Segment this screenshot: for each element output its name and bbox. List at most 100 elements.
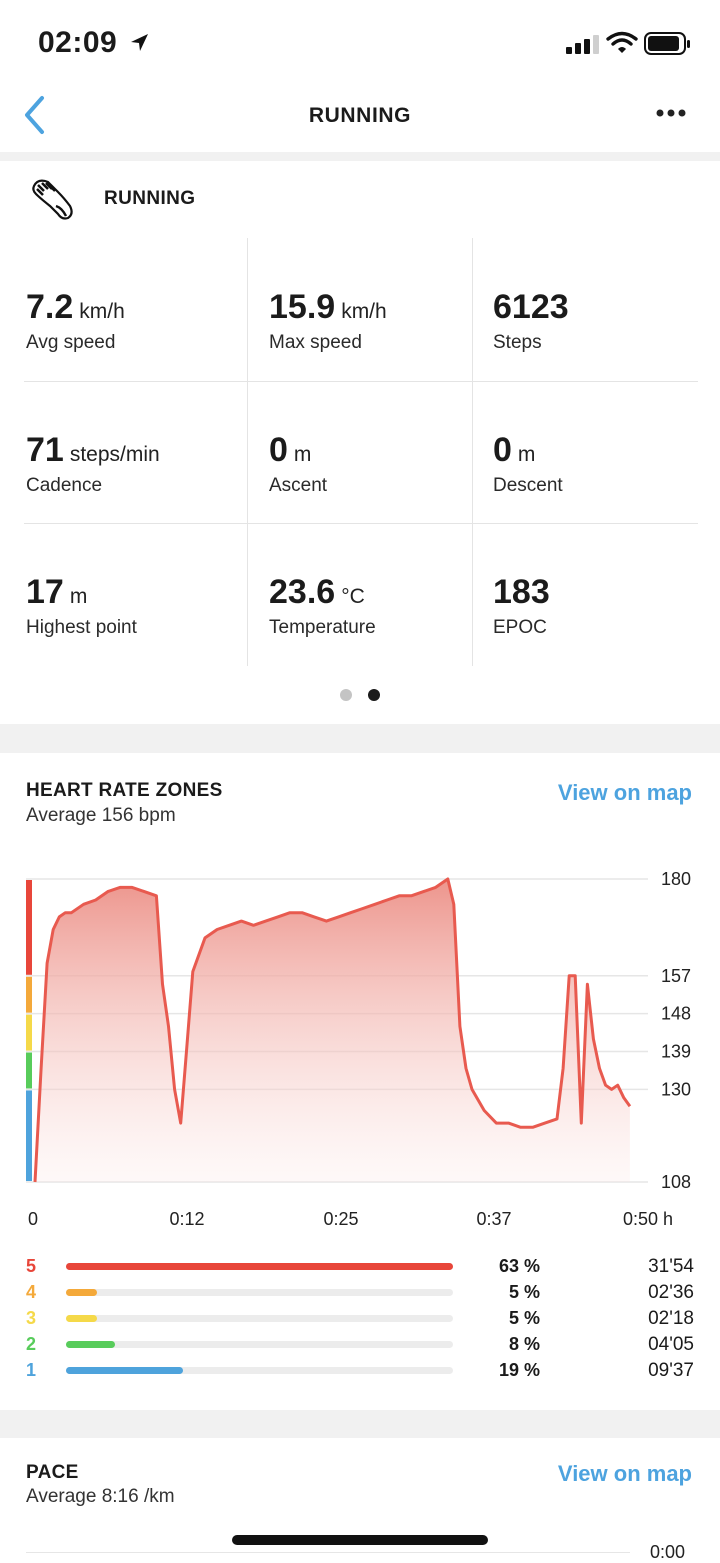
zone-duration: 09'37 <box>648 1360 694 1381</box>
zone-bar-fill <box>66 1367 183 1374</box>
stat-label: Temperature <box>269 617 376 638</box>
zone-percent: 63 % <box>498 1256 540 1276</box>
stat-value-temperature: 23.6 °C <box>269 573 365 612</box>
stat-label: Max speed <box>269 332 362 353</box>
zone-bar-fill <box>66 1263 453 1270</box>
stat-value-steps: 6123 <box>493 288 569 327</box>
stat-number: 0 <box>269 431 288 469</box>
pace-title: PACE <box>26 1462 79 1483</box>
zone-number: 3 <box>26 1308 37 1328</box>
zone-duration: 02'36 <box>648 1282 694 1303</box>
stat-value-epoc: 183 <box>493 573 550 612</box>
wifi-icon <box>606 31 638 53</box>
stat-unit: m <box>69 585 88 608</box>
signal-icon <box>566 35 599 54</box>
zone-percent: 5 % <box>508 1308 540 1328</box>
y-tick-label: 148 <box>661 1004 691 1024</box>
stat-number: 15.9 <box>269 288 336 326</box>
stat-number: 23.6 <box>269 573 336 611</box>
stat-label: Highest point <box>26 617 137 638</box>
battery-icon <box>644 32 690 55</box>
heart-rate-view-on-map-link[interactable]: View on map <box>557 780 692 805</box>
section-divider <box>0 1410 720 1438</box>
status-time: 02:09 <box>38 26 150 60</box>
zone-duration: 04'05 <box>648 1334 694 1355</box>
stat-unit: steps/min <box>69 443 160 466</box>
zone-bar-fill <box>66 1315 97 1322</box>
page-title: RUNNING <box>308 104 412 127</box>
grid-divider <box>24 523 698 524</box>
heart-rate-line <box>33 877 632 1183</box>
section-divider <box>0 152 720 161</box>
zone-duration: 31'54 <box>648 1256 694 1277</box>
y-tick-label: 157 <box>661 966 691 986</box>
zone-percent: 5 % <box>508 1282 540 1302</box>
stat-unit: m <box>517 443 536 466</box>
zone-bar-track <box>66 1341 453 1348</box>
zone-bar-track <box>66 1289 453 1296</box>
running-shoe-icon <box>32 179 73 220</box>
pace-view-on-map-link[interactable]: View on map <box>557 1461 692 1486</box>
heart-rate-chart: 180 157 148 139 130 108 0 0:12 0:25 0:37 0:50 h <box>26 869 691 1229</box>
stat-number: 6123 <box>493 288 569 326</box>
page-indicator-dot[interactable] <box>340 689 352 701</box>
x-tick-label: 0 <box>28 1209 38 1229</box>
more-options-button[interactable] <box>650 98 694 128</box>
zone-number: 2 <box>26 1334 37 1354</box>
stat-label: Steps <box>493 332 542 353</box>
y-tick-label: 130 <box>661 1079 691 1099</box>
heart-rate-average: Average 156 bpm <box>26 805 176 826</box>
heart-rate-area <box>35 879 630 1182</box>
x-tick-label: 0:37 <box>476 1209 511 1229</box>
zone-bar-track <box>66 1367 453 1374</box>
stat-value-max-speed: 15.9 km/h <box>269 288 387 327</box>
stat-value-highest-point: 17 m <box>26 573 87 612</box>
chevron-left-icon <box>25 96 44 134</box>
stat-label: EPOC <box>493 617 547 638</box>
pace-y-axis-label: 0:00 <box>650 1542 686 1562</box>
stat-number: 7.2 <box>26 288 74 326</box>
grid-divider <box>247 238 248 666</box>
stat-label: Cadence <box>26 475 103 496</box>
stat-value-cadence: 71 steps/min <box>26 431 160 470</box>
stat-number: 183 <box>493 573 550 611</box>
zone-bar-track <box>66 1263 453 1270</box>
stat-value-avg-speed: 7.2 km/h <box>26 288 125 327</box>
zone-color-band <box>26 880 32 975</box>
zone-bar-fill <box>66 1341 116 1348</box>
zone-color-band <box>26 1014 32 1051</box>
zone-number: 4 <box>26 1282 37 1302</box>
stat-unit: km/h <box>341 300 387 323</box>
pace-average: Average 8:16 /km <box>26 1486 175 1507</box>
zone-number: 1 <box>26 1360 37 1380</box>
page-indicator-dot-active[interactable] <box>368 689 380 701</box>
back-button[interactable] <box>18 92 58 138</box>
x-tick-label: 0:12 <box>169 1209 204 1229</box>
y-tick-label: 108 <box>661 1172 691 1192</box>
zone-number: 5 <box>26 1256 37 1276</box>
stat-unit: m <box>293 443 312 466</box>
grid-divider <box>24 381 698 382</box>
section-divider <box>0 724 720 753</box>
stat-label: Descent <box>493 475 563 496</box>
y-tick-label: 139 <box>661 1042 691 1062</box>
zone-percent: 8 % <box>508 1334 540 1354</box>
stat-unit: °C <box>341 585 365 608</box>
zone-percent: 19 % <box>498 1360 540 1380</box>
zone-color-band <box>26 976 32 1013</box>
x-tick-label: 0:50 h <box>623 1209 673 1229</box>
zone-color-band <box>26 1090 32 1181</box>
zone-duration: 02'18 <box>648 1308 694 1329</box>
more-horizontal-icon <box>656 109 686 117</box>
stat-number: 0 <box>493 431 512 469</box>
activity-name: RUNNING <box>104 188 196 209</box>
location-arrow-icon <box>131 34 149 51</box>
zone-bar-fill <box>66 1289 97 1296</box>
stat-label: Ascent <box>269 475 328 496</box>
zone-color-band <box>26 1052 32 1089</box>
zone-bar-track <box>66 1315 453 1322</box>
home-indicator[interactable] <box>232 1535 488 1545</box>
y-tick-label: 180 <box>661 869 691 889</box>
